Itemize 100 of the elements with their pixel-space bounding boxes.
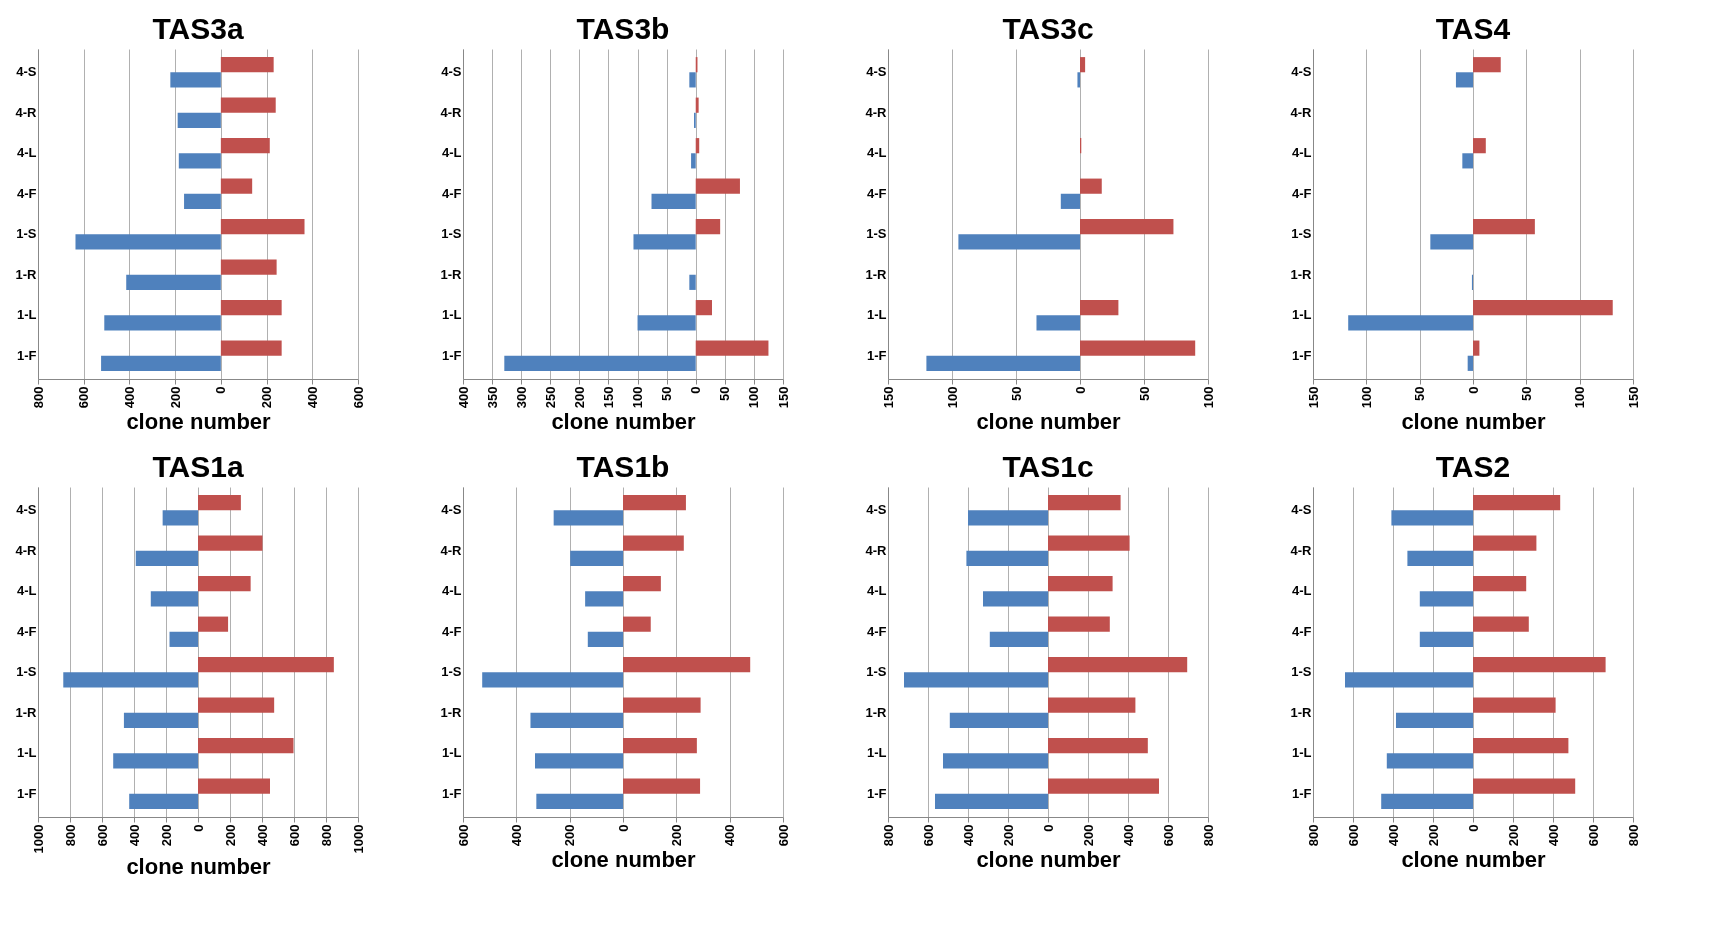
y-tick-label: 1-F: [442, 785, 462, 801]
x-tick-label: 150: [600, 386, 616, 409]
bar: [1381, 793, 1473, 809]
bar: [585, 591, 623, 607]
y-tick-label: 4-L: [867, 583, 887, 599]
bar: [1048, 778, 1159, 794]
bar: [1430, 234, 1473, 250]
x-tick-label: 400: [1385, 824, 1401, 847]
y-tick-label: 4-L: [17, 145, 37, 161]
x-tick-label: 150: [1305, 386, 1321, 409]
x-tick-label: 100: [630, 386, 646, 409]
y-tick-label: 4-F: [17, 623, 37, 639]
x-tick-label: 50: [659, 386, 675, 401]
bar: [220, 259, 277, 275]
bar: [966, 550, 1048, 566]
bar: [135, 550, 198, 566]
bar: [623, 778, 701, 794]
bar: [1473, 697, 1556, 713]
bar: [695, 97, 699, 113]
bar: [129, 793, 198, 809]
bar: [695, 340, 769, 356]
x-tick-label: 100: [1358, 386, 1374, 409]
y-tick-label: 4-S: [1291, 64, 1312, 80]
x-tick-label: 300: [513, 386, 529, 409]
y-tick-label: 1-L: [867, 307, 887, 323]
y-tick-label: 4-R: [865, 104, 888, 120]
y-tick-label: 1-L: [442, 745, 462, 761]
x-tick-label: 800: [1200, 824, 1216, 847]
bar: [1473, 495, 1561, 511]
x-axis-title: clone number: [1401, 409, 1547, 435]
bar: [1419, 591, 1473, 607]
bar: [169, 631, 198, 647]
y-tick-label: 1-F: [17, 785, 37, 801]
x-tick-label: 200: [1080, 824, 1096, 847]
bar: [1048, 535, 1130, 551]
bar: [113, 753, 198, 769]
chart-title: TAS3a: [152, 12, 244, 45]
chart-title: TAS1a: [152, 450, 244, 483]
y-tick-label: 1-L: [1292, 307, 1312, 323]
x-tick-label: 250: [542, 386, 558, 409]
y-tick-label: 1-L: [17, 745, 37, 761]
y-tick-label: 1-L: [17, 307, 37, 323]
bar: [623, 576, 661, 592]
bar: [695, 300, 713, 316]
bar: [1473, 535, 1537, 551]
x-tick-label: 200: [1425, 824, 1441, 847]
bar: [530, 712, 623, 728]
y-tick-label: 1-R: [15, 266, 38, 282]
x-tick-label: 600: [920, 824, 936, 847]
bar: [1473, 219, 1535, 235]
x-tick-label: 400: [722, 824, 738, 847]
bar: [1080, 57, 1086, 73]
bar: [637, 315, 696, 331]
bar: [989, 631, 1048, 647]
bar: [623, 697, 701, 713]
bar: [691, 153, 696, 169]
bar: [633, 234, 696, 250]
x-tick-label: 200: [562, 824, 578, 847]
bar: [1080, 340, 1196, 356]
x-tick-label: 50: [717, 386, 733, 401]
bar: [1473, 138, 1486, 154]
bar: [935, 793, 1048, 809]
bar: [101, 355, 221, 371]
x-tick-label: 200: [259, 386, 275, 409]
bar: [1348, 315, 1473, 331]
x-tick-label: 0: [1040, 824, 1056, 832]
x-tick-label: 100: [1572, 386, 1588, 409]
bar: [1455, 72, 1473, 88]
bar: [198, 697, 275, 713]
x-tick-label: 100: [746, 386, 762, 409]
y-tick-label: 1-R: [440, 266, 463, 282]
y-tick-label: 4-S: [441, 64, 462, 80]
y-tick-label: 1-S: [16, 226, 37, 242]
y-tick-label: 4-F: [867, 623, 887, 639]
x-tick-label: 100: [944, 386, 960, 409]
x-axis-title: clone number: [551, 409, 697, 435]
x-tick-label: 200: [1000, 824, 1016, 847]
bar: [198, 657, 334, 673]
x-tick-label: 800: [318, 824, 334, 847]
bar: [1080, 178, 1102, 194]
x-tick-label: 400: [254, 824, 270, 847]
y-tick-label: 1-R: [865, 704, 888, 720]
y-tick-label: 4-L: [442, 145, 462, 161]
x-tick-label: 0: [1465, 386, 1481, 394]
bar: [587, 631, 623, 647]
y-tick-label: 4-R: [1290, 104, 1313, 120]
chart-title: TAS1c: [1002, 450, 1094, 483]
y-tick-label: 4-F: [1292, 623, 1312, 639]
x-tick-label: 400: [121, 386, 137, 409]
bar: [689, 274, 696, 290]
bar: [695, 178, 740, 194]
bar: [198, 778, 270, 794]
bar: [1048, 495, 1121, 511]
bar: [1345, 672, 1473, 688]
bar: [198, 576, 251, 592]
y-tick-label: 1-L: [442, 307, 462, 323]
bar: [1473, 738, 1569, 754]
x-tick-label: 400: [960, 824, 976, 847]
bar: [220, 57, 274, 73]
x-tick-label: 150: [880, 386, 896, 409]
